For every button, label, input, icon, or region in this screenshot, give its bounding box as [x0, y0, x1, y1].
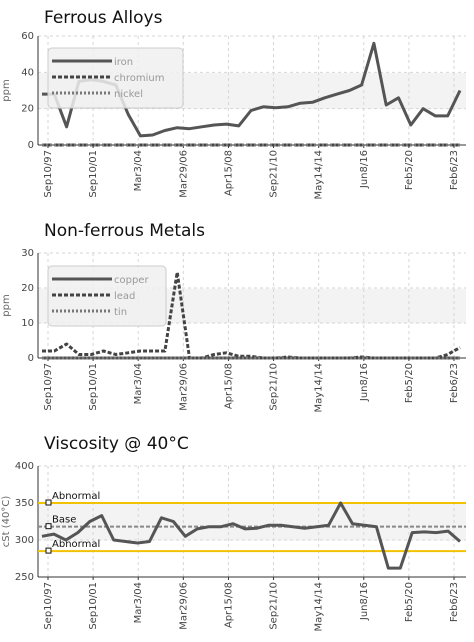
- y-tick-label: 40: [21, 67, 34, 78]
- y-tick-label: 250: [15, 572, 34, 583]
- x-tick-label: Sep10/01: [88, 363, 99, 411]
- y-axis-label: cSt (40°C): [1, 496, 12, 548]
- legend-label: nickel: [114, 89, 143, 100]
- chart-title-viscosity: Viscosity @ 40°C: [44, 434, 189, 454]
- reference-label: Base: [52, 515, 76, 526]
- y-tick-label: 60: [21, 31, 34, 42]
- x-tick-label: Sep21/10: [269, 582, 280, 630]
- legend-label: iron: [114, 57, 133, 68]
- reference-marker: [45, 523, 52, 530]
- x-tick-label: Mar29/06: [178, 363, 189, 411]
- x-tick-label: Mar3/04: [133, 363, 144, 404]
- reference-label: Abnormal: [52, 491, 100, 502]
- x-tick-label: Feb5/20: [404, 582, 415, 622]
- chart-title-nonferrous: Non-ferrous Metals: [44, 221, 206, 241]
- y-tick-label: 300: [15, 535, 34, 546]
- reference-marker: [45, 547, 52, 554]
- shaded-band: [38, 503, 466, 541]
- x-tick-label: Sep10/97: [43, 150, 54, 198]
- y-tick-label: 400: [15, 461, 34, 472]
- x-tick-label: May14/14: [314, 582, 325, 632]
- x-tick-label: Sep21/10: [269, 363, 280, 411]
- y-tick-label: 10: [21, 318, 34, 329]
- legend-label: chromium: [114, 73, 164, 84]
- y-tick-label: 30: [21, 248, 34, 259]
- x-tick-label: Apr15/08: [223, 582, 234, 628]
- reference-label: Abnormal: [52, 539, 100, 550]
- x-tick-label: Jun8/16: [359, 582, 370, 621]
- x-tick-label: Mar3/04: [133, 150, 144, 191]
- x-tick-label: Sep10/01: [88, 582, 99, 630]
- viscosity-chart: 250 300 350 400 Sep10/97 Sep10/01 Mar3/04 Mar29…: [1, 461, 466, 632]
- x-tick-label: Mar3/04: [133, 582, 144, 623]
- x-tick-label: Feb6/23: [449, 582, 460, 622]
- x-tick-label: Feb5/20: [404, 363, 415, 403]
- legend-label: lead: [114, 291, 135, 302]
- x-tick-label: Jun8/16: [359, 363, 370, 402]
- x-tick-label: Sep10/01: [88, 150, 99, 198]
- chart-title-ferrous: Ferrous Alloys: [44, 8, 163, 28]
- y-tick-label: 20: [21, 104, 34, 115]
- legend-label: tin: [114, 307, 127, 318]
- y-axis-label: ppm: [1, 79, 12, 101]
- x-tick-label: Apr15/08: [223, 363, 234, 409]
- y-tick-label: 0: [28, 353, 34, 364]
- legend-label: copper: [114, 275, 149, 286]
- nonferrous-chart: 0 10 20 30 Sep10/97 Sep10/01 Mar3/04 Mar29/06 Ap…: [1, 248, 466, 413]
- y-tick-label: 0: [28, 140, 34, 151]
- x-tick-label: Feb6/23: [449, 150, 460, 190]
- x-tick-label: Sep21/10: [269, 150, 280, 198]
- x-tick-label: Feb6/23: [449, 363, 460, 403]
- x-tick-label: Sep10/97: [43, 582, 54, 630]
- x-tick-label: Mar29/06: [178, 582, 189, 630]
- y-tick-label: 20: [21, 283, 34, 294]
- reference-marker: [45, 499, 52, 506]
- y-axis-label: ppm: [1, 294, 12, 316]
- ferrous-chart: 0 20 40 60 Sep10/97 Sep10/01 Mar3/04 Mar29/06 Ap…: [1, 31, 466, 200]
- x-tick-label: Sep10/97: [43, 363, 54, 411]
- x-tick-label: Jun8/16: [359, 150, 370, 189]
- y-tick-label: 350: [15, 498, 34, 509]
- series-line-viscosity: [41, 501, 461, 570]
- x-tick-label: Mar29/06: [178, 150, 189, 198]
- x-tick-label: May14/14: [314, 363, 325, 413]
- x-tick-label: May14/14: [314, 150, 325, 200]
- x-tick-label: Apr15/08: [223, 150, 234, 196]
- x-tick-label: Feb5/20: [404, 150, 415, 190]
